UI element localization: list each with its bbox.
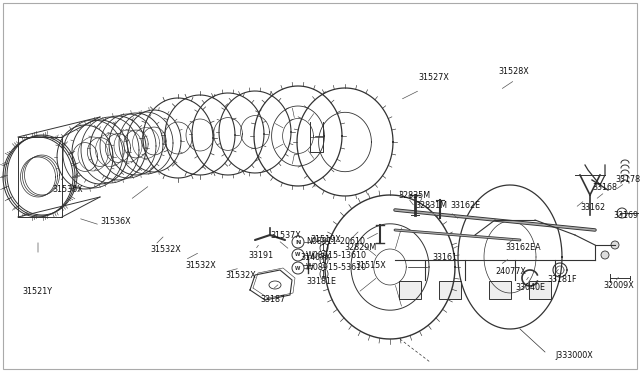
Circle shape	[292, 249, 304, 261]
Ellipse shape	[269, 281, 281, 289]
Text: 31532X: 31532X	[185, 260, 216, 269]
Circle shape	[292, 236, 304, 248]
Text: J333000X: J333000X	[555, 350, 593, 359]
Text: 31407X: 31407X	[300, 253, 331, 263]
Text: 32831M: 32831M	[415, 201, 447, 209]
Text: 31536X: 31536X	[52, 186, 83, 195]
Text: 31519X: 31519X	[310, 235, 340, 244]
Text: 32009X: 32009X	[603, 280, 634, 289]
Text: 31536X: 31536X	[100, 218, 131, 227]
Text: 31532X: 31532X	[225, 270, 256, 279]
Text: 33040E: 33040E	[515, 283, 545, 292]
Text: 33191: 33191	[248, 250, 273, 260]
Text: (1): (1)	[318, 257, 329, 266]
Text: N08911-20610: N08911-20610	[306, 237, 365, 247]
Text: 33162: 33162	[580, 202, 605, 212]
Text: N: N	[295, 240, 301, 244]
FancyBboxPatch shape	[529, 281, 551, 299]
Text: 31528X: 31528X	[498, 67, 529, 77]
Circle shape	[617, 208, 627, 218]
Text: W: W	[295, 266, 301, 270]
Text: W08915-13610: W08915-13610	[306, 250, 367, 260]
Text: W: W	[295, 253, 301, 257]
Text: (1): (1)	[318, 269, 329, 279]
Text: W08915-53610: W08915-53610	[306, 263, 367, 273]
Text: 33162EA: 33162EA	[505, 244, 541, 253]
Text: 33181E: 33181E	[306, 276, 336, 285]
FancyBboxPatch shape	[439, 281, 461, 299]
Text: 24077X: 24077X	[495, 267, 526, 276]
Circle shape	[292, 262, 304, 274]
Text: 31521Y: 31521Y	[22, 288, 52, 296]
Text: 31537X: 31537X	[270, 231, 301, 240]
Text: 32835M: 32835M	[398, 190, 430, 199]
Text: 33181F: 33181F	[547, 276, 577, 285]
Text: 33187: 33187	[260, 295, 285, 305]
Circle shape	[611, 241, 619, 249]
Text: 33178: 33178	[615, 176, 640, 185]
Circle shape	[601, 251, 609, 259]
FancyBboxPatch shape	[399, 281, 421, 299]
Text: 33168: 33168	[592, 183, 617, 192]
Text: 31527X: 31527X	[418, 74, 449, 83]
Text: 31515X: 31515X	[355, 260, 386, 269]
Text: (1): (1)	[318, 244, 329, 253]
Text: 33169: 33169	[613, 211, 638, 219]
Text: 33161: 33161	[432, 253, 457, 263]
Text: 31532X: 31532X	[150, 246, 180, 254]
FancyBboxPatch shape	[489, 281, 511, 299]
Text: 32829M: 32829M	[344, 244, 376, 253]
Text: 33162E: 33162E	[450, 201, 480, 209]
